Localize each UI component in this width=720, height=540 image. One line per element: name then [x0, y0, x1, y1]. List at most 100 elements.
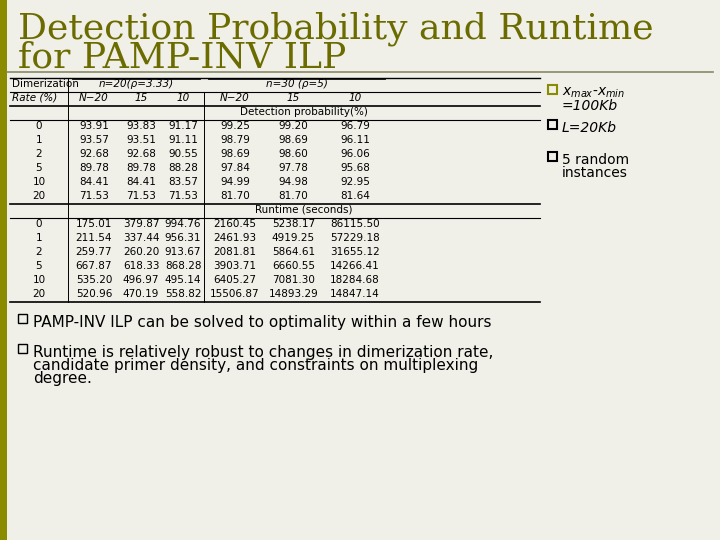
Text: 92.68: 92.68: [126, 149, 156, 159]
Text: 81.64: 81.64: [340, 191, 370, 201]
Text: 956.31: 956.31: [165, 233, 202, 243]
Text: 94.98: 94.98: [279, 177, 308, 187]
Text: 99.25: 99.25: [220, 121, 250, 131]
Text: 98.69: 98.69: [279, 135, 308, 145]
Text: 1: 1: [36, 233, 42, 243]
Text: 10: 10: [348, 93, 361, 103]
Text: Detection Probability and Runtime: Detection Probability and Runtime: [18, 12, 654, 46]
Bar: [18, 314, 27, 323]
Text: 6405.27: 6405.27: [214, 275, 256, 285]
Text: for PAMP-INV ILP: for PAMP-INV ILP: [18, 40, 346, 74]
Text: 93.91: 93.91: [79, 121, 109, 131]
Text: $\it{x}_{max}$-$\it{x}_{min}$: $\it{x}_{max}$-$\it{x}_{min}$: [562, 86, 625, 100]
Text: 89.78: 89.78: [79, 163, 109, 173]
Text: 89.78: 89.78: [126, 163, 156, 173]
Text: degree.: degree.: [33, 371, 92, 386]
Text: 57229.18: 57229.18: [330, 233, 380, 243]
Bar: [548, 120, 557, 129]
Text: 337.44: 337.44: [122, 233, 159, 243]
Text: 95.68: 95.68: [340, 163, 370, 173]
Text: 558.82: 558.82: [165, 289, 202, 299]
Text: 618.33: 618.33: [122, 261, 159, 271]
Text: 495.14: 495.14: [165, 275, 202, 285]
Text: 20: 20: [32, 289, 45, 299]
Text: 15: 15: [135, 93, 148, 103]
Text: 98.79: 98.79: [220, 135, 250, 145]
Text: 3903.71: 3903.71: [214, 261, 256, 271]
Text: 496.97: 496.97: [122, 275, 159, 285]
Text: 90.55: 90.55: [168, 149, 198, 159]
Text: 379.87: 379.87: [122, 219, 159, 229]
Text: Runtime (seconds): Runtime (seconds): [256, 205, 353, 215]
Text: 913.67: 913.67: [165, 247, 202, 257]
Text: 93.83: 93.83: [126, 121, 156, 131]
Text: PAMP-INV ILP can be solved to optimality within a few hours: PAMP-INV ILP can be solved to optimality…: [33, 315, 492, 330]
Text: N−20: N−20: [220, 93, 250, 103]
Text: L=20Kb: L=20Kb: [562, 121, 617, 135]
Text: 98.60: 98.60: [279, 149, 308, 159]
Text: 2: 2: [36, 149, 42, 159]
Text: instances: instances: [562, 166, 628, 180]
Text: 86115.50: 86115.50: [330, 219, 380, 229]
Text: 83.57: 83.57: [168, 177, 198, 187]
Text: n=20(ρ=3.33): n=20(ρ=3.33): [99, 79, 174, 89]
Text: 470.19: 470.19: [123, 289, 159, 299]
Text: 96.79: 96.79: [340, 121, 370, 131]
Bar: [548, 152, 557, 161]
Text: 91.17: 91.17: [168, 121, 198, 131]
Text: 81.70: 81.70: [220, 191, 250, 201]
Text: 2160.45: 2160.45: [214, 219, 256, 229]
Text: 2081.81: 2081.81: [214, 247, 256, 257]
Text: 14893.29: 14893.29: [269, 289, 318, 299]
Text: 5: 5: [36, 261, 42, 271]
Text: 15506.87: 15506.87: [210, 289, 260, 299]
Text: 71.53: 71.53: [79, 191, 109, 201]
Text: 5864.61: 5864.61: [272, 247, 315, 257]
Text: 260.20: 260.20: [123, 247, 159, 257]
Text: 535.20: 535.20: [76, 275, 112, 285]
Text: N−20: N−20: [79, 93, 109, 103]
Text: 84.41: 84.41: [126, 177, 156, 187]
Text: 15: 15: [287, 93, 300, 103]
Text: 97.78: 97.78: [279, 163, 308, 173]
Text: 6660.55: 6660.55: [272, 261, 315, 271]
Text: 91.11: 91.11: [168, 135, 198, 145]
Text: 868.28: 868.28: [165, 261, 202, 271]
Text: 667.87: 667.87: [76, 261, 112, 271]
Text: Runtime is relatively robust to changes in dimerization rate,: Runtime is relatively robust to changes …: [33, 345, 493, 360]
Text: 18284.68: 18284.68: [330, 275, 380, 285]
Text: 2461.93: 2461.93: [213, 233, 256, 243]
Text: 97.84: 97.84: [220, 163, 250, 173]
Text: 0: 0: [36, 121, 42, 131]
Text: 93.57: 93.57: [79, 135, 109, 145]
Text: =100Kb: =100Kb: [562, 99, 618, 113]
Text: Rate (%): Rate (%): [12, 93, 58, 103]
Text: 5238.17: 5238.17: [272, 219, 315, 229]
Text: 175.01: 175.01: [76, 219, 112, 229]
Text: 96.06: 96.06: [340, 149, 370, 159]
Text: n=30 (ρ=5): n=30 (ρ=5): [266, 79, 328, 89]
Text: 211.54: 211.54: [76, 233, 112, 243]
Text: 4919.25: 4919.25: [272, 233, 315, 243]
Text: 96.11: 96.11: [340, 135, 370, 145]
Text: candidate primer density, and constraints on multiplexing: candidate primer density, and constraint…: [33, 358, 478, 373]
Text: 5 random: 5 random: [562, 153, 629, 167]
Text: 2: 2: [36, 247, 42, 257]
Text: 1: 1: [36, 135, 42, 145]
Text: Detection probability(%): Detection probability(%): [240, 107, 368, 117]
Text: 259.77: 259.77: [76, 247, 112, 257]
Text: 71.53: 71.53: [126, 191, 156, 201]
Text: 0: 0: [36, 219, 42, 229]
Text: 10: 10: [32, 275, 45, 285]
Text: 10: 10: [176, 93, 189, 103]
Text: 98.69: 98.69: [220, 149, 250, 159]
Text: 92.95: 92.95: [340, 177, 370, 187]
Text: 14266.41: 14266.41: [330, 261, 380, 271]
Text: 14847.14: 14847.14: [330, 289, 380, 299]
Text: 92.68: 92.68: [79, 149, 109, 159]
Text: 88.28: 88.28: [168, 163, 198, 173]
Text: 84.41: 84.41: [79, 177, 109, 187]
Bar: [0, 0, 7, 540]
Text: 520.96: 520.96: [76, 289, 112, 299]
Text: 71.53: 71.53: [168, 191, 198, 201]
